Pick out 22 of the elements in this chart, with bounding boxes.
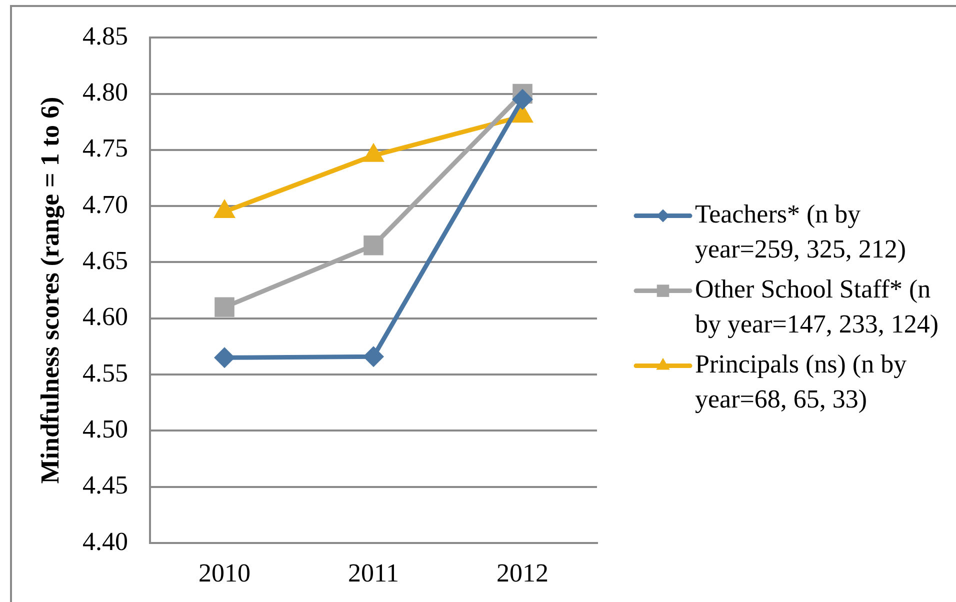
- legend-label: Other School Staff* (n by year=147, 233, 124): [695, 274, 939, 339]
- point: [363, 346, 384, 368]
- y-tick-label: 4.75: [82, 134, 128, 163]
- x-tick-label: 2011: [348, 558, 400, 588]
- point: [214, 347, 235, 368]
- point: [512, 88, 533, 110]
- y-tick-label: 4.70: [82, 190, 128, 219]
- y-tick-label: 4.80: [82, 78, 128, 107]
- legend-label: Teachers* (n by year=259, 325, 212): [695, 200, 906, 264]
- y-tick-label: 4.55: [82, 358, 128, 388]
- point: [214, 297, 234, 318]
- point: [364, 235, 384, 256]
- x-tick-label: 2012: [496, 558, 548, 588]
- y-tick-label: 4.65: [82, 246, 128, 276]
- y-tick-label: 4.50: [82, 414, 128, 444]
- y-tick-label: 4.45: [82, 470, 128, 500]
- legend-label: Principals (ns) (n by year=68, 65, 33): [695, 350, 907, 414]
- x-tick-label: 2010: [198, 558, 250, 588]
- y-axis-title: Mindfulness scores (range = 1 to 6): [35, 96, 64, 484]
- y-tick-label: 4.85: [82, 21, 128, 50]
- y-tick-label: 4.40: [82, 526, 128, 556]
- y-tick-label: 4.60: [82, 302, 128, 332]
